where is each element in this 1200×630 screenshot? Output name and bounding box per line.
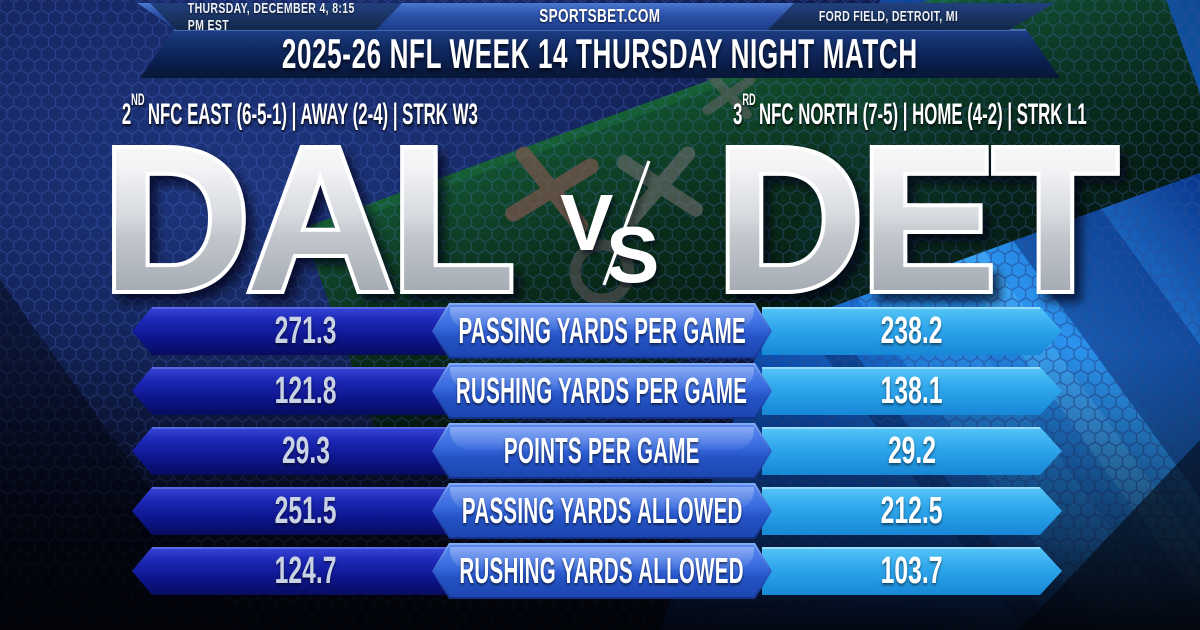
away-team-info: 2ND NFC EAST (6-5-1) | AWAY (2-4) | STRK … [80, 91, 520, 132]
away-stat-bar: 124.7 [132, 547, 480, 595]
stat-label-bar: RUSHING YARDS ALLOWED [432, 543, 772, 599]
stat-label: PASSING YARDS PER GAME [458, 310, 746, 351]
stat-label-bar: PASSING YARDS PER GAME [432, 303, 772, 359]
away-details: NFC EAST (6-5-1) | AWAY (2-4) | STRK W3 [148, 98, 478, 131]
away-team-name: DAL [98, 112, 519, 312]
stat-label: RUSHING YARDS ALLOWED [459, 550, 745, 591]
away-stat-bar: 271.3 [132, 307, 480, 355]
away-stat-value: 251.5 [275, 489, 337, 532]
home-stat-bar: 238.2 [762, 307, 1062, 355]
table-row: 251.5 212.5 PASSING YARDS ALLOWED [132, 487, 1062, 535]
vs-slash-icon [602, 160, 651, 286]
stat-label: RUSHING YARDS PER GAME [456, 370, 748, 411]
vs-letter-s: S [606, 210, 659, 288]
away-stat-value: 124.7 [275, 549, 337, 592]
home-stat-value: 29.2 [887, 429, 937, 472]
title-banner: 2025-26 NFL WEEK 14 THURSDAY NIGHT MATCH [140, 29, 1060, 78]
stat-label-bar: PASSING YARDS ALLOWED [432, 483, 772, 539]
home-team-abbr: DET [716, 112, 1117, 312]
home-team-name: DET [712, 112, 1125, 312]
home-team-record: 3RD NFC NORTH (7-5) | HOME (4-2) | STRK L… [733, 91, 1087, 132]
away-rank: 2 [122, 98, 132, 131]
away-team-record: 2ND NFC EAST (6-5-1) | AWAY (2-4) | STRK … [122, 91, 478, 132]
stat-label: PASSING YARDS ALLOWED [461, 490, 743, 531]
vs-badge: V S [560, 160, 659, 288]
home-details: NFC NORTH (7-5) | HOME (4-2) | STRK L1 [759, 98, 1087, 131]
away-stat-bar: 29.3 [132, 427, 480, 475]
away-stat-bar: 251.5 [132, 487, 480, 535]
stat-label-bar: RUSHING YARDS PER GAME [432, 363, 772, 419]
home-stat-value: 212.5 [881, 489, 943, 532]
table-row: 271.3 238.2 PASSING YARDS PER GAME [132, 307, 1062, 355]
home-stat-bar: 212.5 [762, 487, 1062, 535]
stat-label: POINTS PER GAME [504, 430, 700, 471]
home-stat-value: 103.7 [881, 549, 943, 592]
away-stat-bar: 121.8 [132, 367, 480, 415]
site-banner: SPORTSBET.COM [450, 3, 750, 30]
home-rank-suffix: RD [742, 90, 756, 109]
away-stat-value: 271.3 [275, 309, 337, 352]
venue-banner: FORD FIELD, DETROIT, MI [768, 3, 1055, 30]
table-row: 124.7 103.7 RUSHING YARDS ALLOWED [132, 547, 1062, 595]
datetime-banner: THURSDAY, DECEMBER 4, 8:15 PM EST [150, 3, 402, 30]
game-datetime: THURSDAY, DECEMBER 4, 8:15 PM EST [187, 0, 355, 34]
away-stat-value: 29.3 [281, 429, 331, 472]
away-team-abbr: DAL [102, 112, 511, 312]
away-stat-value: 121.8 [275, 369, 337, 412]
stats-table: 271.3 238.2 PASSING YARDS PER GAME 121.8… [132, 307, 1062, 607]
table-row: 121.8 138.1 RUSHING YARDS PER GAME [132, 367, 1062, 415]
home-stat-value: 138.1 [881, 369, 943, 412]
home-stat-bar: 138.1 [762, 367, 1062, 415]
table-row: 29.3 29.2 POINTS PER GAME [132, 427, 1062, 475]
stat-label-bar: POINTS PER GAME [432, 423, 772, 479]
away-rank-suffix: ND [131, 90, 145, 109]
venue: FORD FIELD, DETROIT, MI [818, 8, 959, 25]
home-rank: 3 [733, 98, 743, 131]
home-team-info: 3RD NFC NORTH (7-5) | HOME (4-2) | STRK L… [690, 91, 1130, 132]
home-stat-value: 238.2 [881, 309, 943, 352]
vs-letter-v: V [560, 178, 613, 267]
page-title: 2025-26 NFL WEEK 14 THURSDAY NIGHT MATCH [282, 29, 918, 77]
home-stat-bar: 29.2 [762, 427, 1062, 475]
site-url: SPORTSBET.COM [539, 6, 661, 26]
home-stat-bar: 103.7 [762, 547, 1062, 595]
